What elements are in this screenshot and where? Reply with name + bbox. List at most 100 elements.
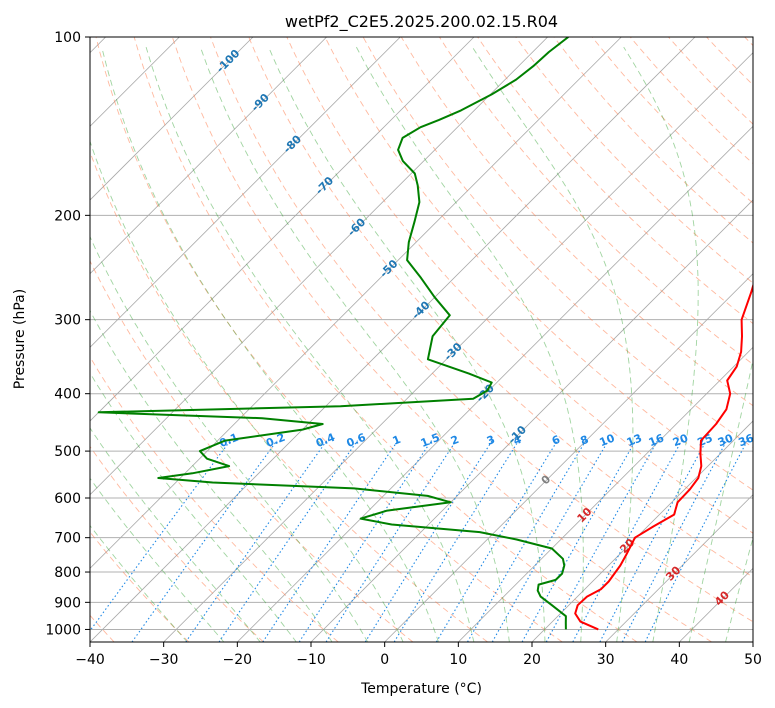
x-tick-label: 50	[744, 652, 762, 668]
y-tick-label: 300	[54, 313, 81, 329]
moist-adiabat	[101, 46, 439, 642]
mixing-ratio-line	[262, 440, 399, 642]
moist-adiabat	[90, 372, 297, 642]
dry-adiabat	[210, 37, 753, 623]
dry-adiabat	[90, 259, 414, 642]
isotherm-line	[458, 346, 753, 642]
isotherm-label: 30	[663, 563, 683, 583]
background-lines	[90, 37, 753, 642]
mixing-ratio-line	[644, 440, 748, 642]
dry-adiabat	[248, 37, 753, 578]
mixing-ratio-line	[298, 440, 432, 642]
temperature-profile-line	[574, 282, 753, 631]
isotherm-label: -30	[442, 340, 465, 363]
mixing-ratio-line	[218, 440, 358, 642]
isotherm-line	[310, 199, 753, 642]
isotherm-label: -90	[249, 91, 272, 114]
profiles	[97, 37, 753, 631]
mixing-ratio-label: 10	[598, 431, 617, 449]
moist-adiabat	[725, 536, 753, 642]
mixing-ratio-label: 6	[550, 433, 562, 448]
mixing-ratio-label: 16	[647, 431, 666, 449]
moist-adiabat	[90, 524, 188, 642]
mixing-ratio-line	[131, 440, 278, 642]
isotherm-label: -40	[409, 298, 432, 321]
dry-adiabat	[706, 37, 753, 86]
dewpoint-profile-line	[97, 37, 569, 630]
isotherm-label: -100	[214, 47, 243, 76]
moist-adiabat	[90, 309, 333, 642]
dry-adiabat	[629, 37, 753, 165]
dry-adiabat	[591, 37, 753, 204]
isotherm-line	[90, 37, 696, 642]
isotherm-label: -70	[313, 174, 336, 197]
mixing-ratio-label: 25	[695, 431, 714, 449]
isotherm-label: -20	[474, 381, 497, 404]
mixing-ratio-line	[393, 440, 520, 642]
dry-adiabat	[90, 150, 488, 642]
dry-adiabat	[90, 445, 264, 642]
dry-adiabat	[668, 37, 753, 125]
mixing-ratio-line	[599, 440, 707, 642]
x-tick-label: −20	[223, 652, 253, 668]
moist-adiabat	[199, 46, 510, 642]
isotherm-line	[605, 494, 753, 642]
moist-adiabat	[472, 46, 634, 642]
line-labels: 0.1 0.2 0.4 0.6 1 1.5 2 3 4 6 8 10 13 16 20 25 30 36-100-…	[214, 47, 756, 609]
moist-adiabat	[268, 46, 546, 642]
mixing-ratio-line	[435, 440, 558, 642]
x-tick-label: 40	[670, 652, 688, 668]
mixing-ratio-line	[521, 440, 637, 642]
dry-adiabat	[95, 37, 563, 642]
mixing-ratio-label: 36	[737, 431, 756, 449]
y-tick-label: 400	[54, 387, 81, 403]
mixing-ratio-label: 0.6	[345, 431, 368, 450]
chart-title: wetPf2_C2E5.2025.200.02.15.R04	[285, 12, 558, 32]
y-tick-label: 200	[54, 208, 81, 224]
dry-adiabat	[90, 531, 190, 642]
dry-adiabat	[133, 37, 638, 642]
isotherm-line	[163, 52, 753, 642]
mixing-ratio-label: 30	[716, 431, 735, 449]
x-tick-label: 0	[380, 652, 389, 668]
dry-adiabat	[90, 356, 339, 642]
x-tick-label: −10	[296, 652, 326, 668]
isotherm-line	[90, 37, 548, 496]
y-tick-label: 800	[54, 565, 81, 581]
dry-adiabat	[477, 37, 753, 325]
mixing-ratio-line	[364, 440, 493, 642]
mixing-ratio-label: 2	[449, 433, 461, 448]
dry-adiabat	[324, 37, 753, 491]
moist-adiabat	[90, 427, 261, 642]
isotherm-line	[752, 641, 753, 642]
isotherm-line	[90, 37, 327, 275]
moist-adiabat	[623, 46, 699, 642]
y-tick-label: 100	[54, 30, 81, 46]
isotherm-label: 40	[712, 588, 732, 608]
plot-frame	[89, 36, 754, 643]
moist-adiabat	[356, 46, 584, 642]
mixing-ratio-line	[90, 440, 231, 632]
mixing-ratio-label: 0.4	[314, 431, 337, 450]
dry-adiabat	[171, 37, 712, 642]
moist-adiabat	[90, 477, 225, 642]
isotherm-label: 10	[575, 505, 595, 525]
mixing-ratio-line	[185, 440, 328, 642]
isotherm-line	[90, 37, 254, 201]
y-tick-label: 1000	[45, 622, 81, 638]
y-tick-label: 500	[54, 444, 81, 460]
isotherm-line	[90, 37, 622, 569]
isotherm-label: -60	[345, 215, 368, 238]
x-tick-label: −30	[149, 652, 179, 668]
gridlines	[90, 37, 753, 642]
mixing-ratio-label: 3	[485, 433, 497, 448]
dry-adiabat	[515, 37, 753, 284]
y-tick-label: 900	[54, 595, 81, 611]
dry-adiabat	[400, 37, 753, 407]
x-tick-label: 20	[523, 652, 541, 668]
x-axis: −40 −30 −20 −10 0 10 20 30 40 50	[75, 642, 762, 668]
mixing-ratio-label: 13	[625, 431, 644, 449]
isotherm-label: -80	[281, 132, 304, 155]
mixing-ratio-label: 1	[391, 433, 403, 448]
